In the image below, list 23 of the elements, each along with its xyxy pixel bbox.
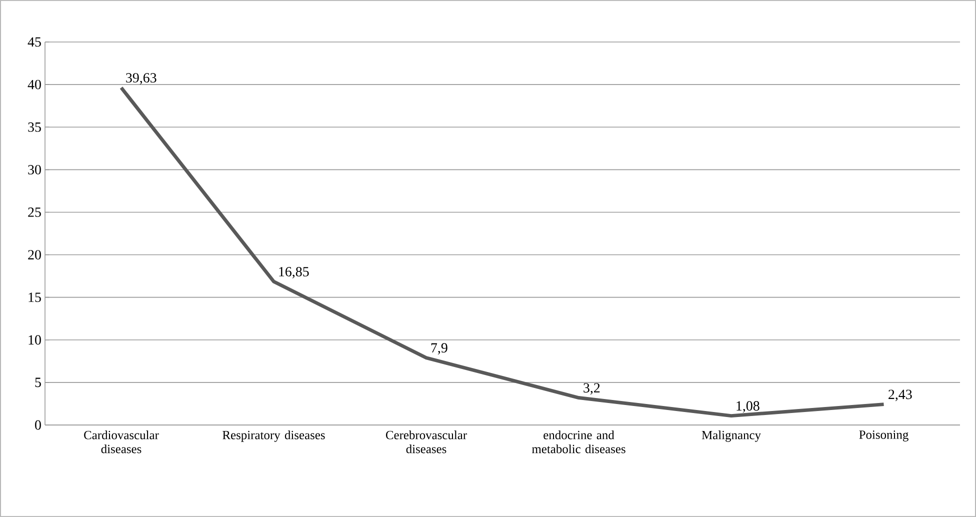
data-label: 1,08 xyxy=(736,401,760,413)
y-tick-label: 15 xyxy=(28,292,41,302)
x-tick-label: Poisoning xyxy=(859,430,908,442)
x-tick-label: endocrine and metabolic diseases xyxy=(532,430,626,454)
data-label: 39,63 xyxy=(126,73,156,85)
y-tick-label: 25 xyxy=(28,208,41,217)
x-tick-label: Malignancy xyxy=(702,430,761,442)
y-tick-label: 35 xyxy=(28,122,41,132)
y-tick-label: 45 xyxy=(28,37,41,47)
data-label: 2,43 xyxy=(888,390,912,402)
y-tick-label: 0 xyxy=(35,420,41,430)
y-tick-label: 10 xyxy=(28,335,41,345)
line-series xyxy=(120,86,886,418)
data-label: 16,85 xyxy=(279,266,309,278)
data-label: 3,2 xyxy=(584,383,600,395)
data-label: 7,9 xyxy=(431,343,448,355)
x-tick-label: Respiratory diseases xyxy=(222,430,325,442)
x-tick-label: Cerebrovascular diseases xyxy=(386,430,467,454)
x-tick-label: Cardiovascular diseases xyxy=(84,430,159,454)
y-tick-label: 20 xyxy=(28,250,41,260)
y-tick-label: 30 xyxy=(28,164,41,174)
y-tick-label: 5 xyxy=(35,378,41,388)
y-tick-label: 40 xyxy=(28,80,41,90)
